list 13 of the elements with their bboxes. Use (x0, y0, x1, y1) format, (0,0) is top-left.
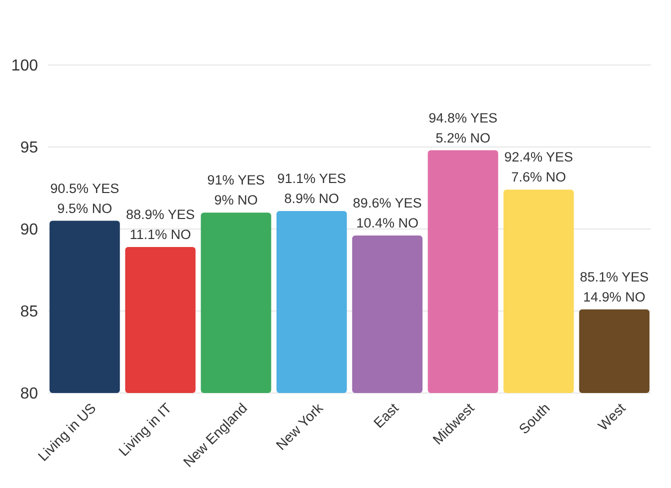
data-label: 92.4% YES 7.6% NO (504, 150, 574, 185)
y-tick-label: 100 (11, 58, 38, 75)
data-label: 94.8% YES 5.2% NO (428, 110, 498, 146)
data-label: 91.1% YES 8.9% NO (277, 170, 346, 206)
data-label: 89.6% YES 10.4% NO (352, 196, 422, 231)
y-tick-label: 95 (20, 140, 38, 157)
data-label: 91% YES 9% NO (207, 172, 265, 208)
y-tick-label: 90 (20, 222, 38, 239)
y-tick-label: 85 (20, 304, 38, 321)
y-tick-label: 80 (20, 386, 38, 403)
data-label: 90.5% YES 9.5% NO (50, 180, 120, 216)
data-label: 85.1% YES 14.9% NO (580, 269, 649, 304)
data-label: 88.9% YES 11.1% NO (126, 207, 195, 242)
